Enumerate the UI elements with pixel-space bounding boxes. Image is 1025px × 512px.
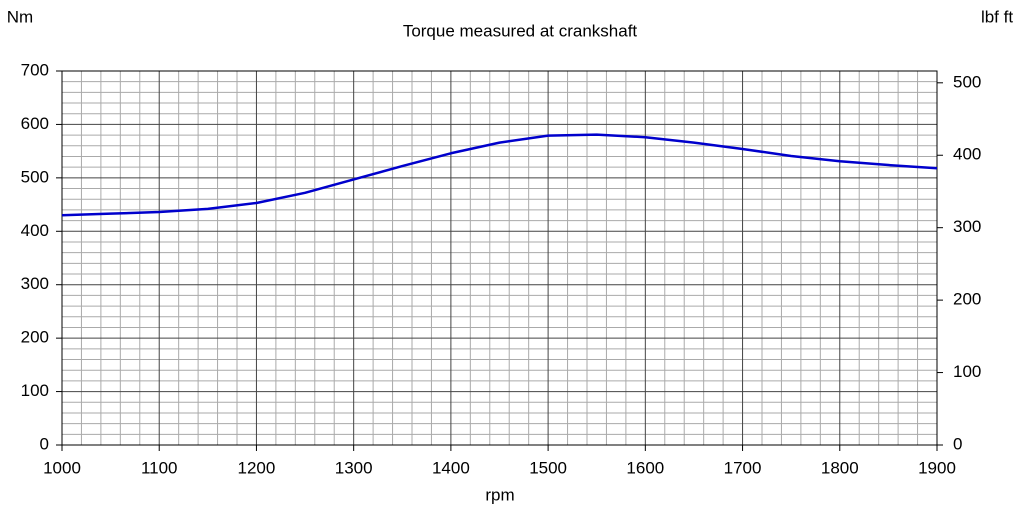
y2-tick-label: 300 — [953, 217, 981, 236]
x-tick-label: 1600 — [626, 458, 664, 477]
x-tick-label: 1500 — [529, 458, 567, 477]
x-tick-label: 1300 — [335, 458, 373, 477]
y-tick-label: 500 — [21, 167, 49, 186]
y-axis-label: Nm — [7, 7, 33, 26]
y-tick-label: 600 — [21, 114, 49, 133]
y2-tick-label: 400 — [953, 145, 981, 164]
x-axis-label: rpm — [485, 485, 514, 504]
y-tick-label: 400 — [21, 221, 49, 240]
y2-tick-label: 200 — [953, 290, 981, 309]
x-tick-label: 1200 — [238, 458, 276, 477]
x-tick-label: 1900 — [918, 458, 956, 477]
plot-border — [61, 70, 938, 446]
x-tick-label: 1800 — [821, 458, 859, 477]
x-tick-label: 1100 — [141, 458, 178, 477]
x-tick-label: 1700 — [724, 458, 762, 477]
chart-title: Torque measured at crankshaft — [403, 21, 638, 40]
line-series — [61, 133, 938, 217]
y-tick-label: 100 — [21, 381, 49, 400]
x-tick-label: 1400 — [432, 458, 470, 477]
y-tick-label: 700 — [21, 60, 49, 79]
y2-tick-label: 500 — [953, 72, 981, 91]
y-tick-label: 200 — [21, 328, 49, 347]
y-tick-label: 0 — [40, 434, 49, 453]
y2-tick-label: 0 — [953, 434, 962, 453]
y2-tick-label: 100 — [953, 362, 981, 381]
y-tick-label: 300 — [21, 274, 49, 293]
x-tick-label: 1000 — [43, 458, 81, 477]
y2-axis-label: lbf ft — [981, 7, 1013, 26]
